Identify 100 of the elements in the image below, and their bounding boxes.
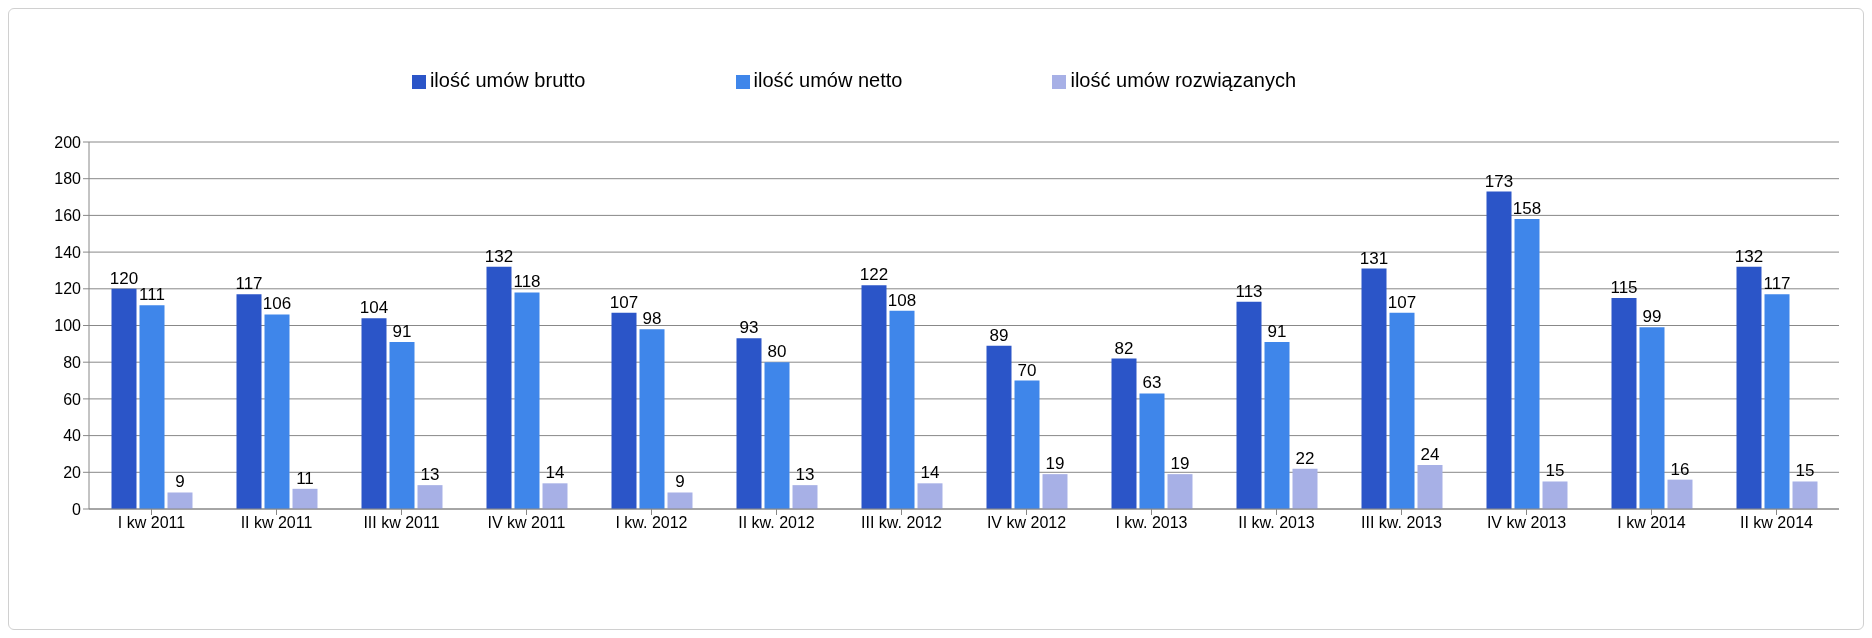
bar bbox=[1014, 380, 1040, 509]
data-label: 63 bbox=[1142, 373, 1162, 393]
x-tick-label: II kw. 2013 bbox=[1238, 514, 1315, 532]
y-tick-label: 140 bbox=[54, 243, 82, 261]
data-label: 131 bbox=[1359, 248, 1389, 268]
bar bbox=[1736, 266, 1762, 509]
bar bbox=[292, 488, 318, 509]
bar bbox=[111, 288, 137, 509]
data-label: 113 bbox=[1235, 281, 1263, 301]
bar bbox=[236, 294, 262, 509]
y-tick-label: 60 bbox=[63, 390, 82, 408]
data-label: 24 bbox=[1420, 444, 1440, 464]
bar bbox=[1667, 479, 1693, 509]
data-label: 22 bbox=[1295, 448, 1315, 468]
y-tick-label: 80 bbox=[63, 353, 82, 371]
data-label: 132 bbox=[1734, 246, 1764, 266]
bar bbox=[889, 310, 915, 509]
data-label: 106 bbox=[262, 294, 292, 314]
bar bbox=[264, 314, 290, 509]
x-tick-label: III kw. 2013 bbox=[1361, 514, 1443, 532]
data-label: 122 bbox=[859, 265, 889, 285]
bar bbox=[1639, 327, 1665, 509]
data-label: 108 bbox=[887, 290, 917, 310]
x-tick-label: I kw 2014 bbox=[1617, 514, 1686, 532]
data-label: 14 bbox=[920, 463, 940, 483]
data-label: 16 bbox=[1670, 459, 1690, 479]
data-label: 173 bbox=[1484, 171, 1514, 191]
data-label: 19 bbox=[1170, 454, 1190, 474]
bar bbox=[861, 285, 887, 509]
data-label: 115 bbox=[1610, 277, 1638, 297]
data-label: 80 bbox=[767, 342, 787, 362]
bar bbox=[1542, 481, 1568, 509]
x-tick-label: I kw 2011 bbox=[117, 514, 186, 532]
legend-label: ilość umów rozwiązanych bbox=[1070, 69, 1297, 91]
x-tick-label: III kw. 2012 bbox=[861, 514, 943, 532]
bar bbox=[792, 485, 818, 509]
bar bbox=[1361, 268, 1387, 509]
bar bbox=[417, 485, 443, 509]
data-label: 111 bbox=[139, 285, 165, 305]
y-tick-label: 120 bbox=[54, 280, 82, 298]
x-tick-label: I kw. 2012 bbox=[615, 514, 688, 532]
y-tick-label: 200 bbox=[54, 133, 82, 151]
bar bbox=[542, 483, 568, 509]
x-tick-label: I kw. 2013 bbox=[1115, 514, 1188, 532]
bar bbox=[667, 492, 693, 509]
x-tick-label: IV kw 2012 bbox=[986, 514, 1067, 532]
data-label: 107 bbox=[1387, 292, 1417, 312]
legend-label: ilość umów netto bbox=[753, 69, 903, 91]
bar bbox=[639, 329, 665, 509]
x-tick-label: II kw. 2012 bbox=[738, 514, 815, 532]
data-label: 82 bbox=[1114, 338, 1134, 358]
data-label: 9 bbox=[175, 472, 185, 492]
bar bbox=[611, 312, 637, 509]
bar bbox=[1042, 474, 1068, 509]
bar bbox=[1236, 301, 1262, 509]
data-label: 118 bbox=[513, 272, 541, 292]
bar bbox=[1292, 468, 1318, 509]
x-tick-label: III kw 2011 bbox=[363, 514, 440, 532]
data-label: 89 bbox=[989, 325, 1009, 345]
data-label: 117 bbox=[1763, 274, 1791, 294]
bar bbox=[361, 318, 387, 509]
bar bbox=[486, 266, 512, 509]
bar bbox=[139, 305, 165, 509]
bar bbox=[1139, 393, 1165, 509]
bar bbox=[764, 362, 790, 509]
data-label: 15 bbox=[1545, 461, 1565, 481]
data-label: 117 bbox=[235, 274, 263, 294]
bar bbox=[986, 345, 1012, 509]
data-label: 70 bbox=[1017, 360, 1037, 380]
y-tick-label: 160 bbox=[54, 207, 82, 225]
bar bbox=[917, 483, 943, 509]
y-tick-label: 100 bbox=[54, 317, 82, 335]
bar bbox=[389, 342, 415, 509]
x-tick-label: IV kw 2011 bbox=[487, 514, 566, 532]
data-label: 13 bbox=[795, 465, 815, 485]
data-label: 91 bbox=[392, 322, 412, 342]
bar bbox=[736, 338, 762, 509]
bar bbox=[1514, 219, 1540, 509]
bar bbox=[1792, 481, 1818, 509]
bar bbox=[1264, 342, 1290, 509]
data-label: 107 bbox=[609, 292, 639, 312]
bar bbox=[1764, 294, 1790, 509]
y-tick-label: 180 bbox=[54, 170, 82, 188]
legend-label: ilość umów brutto bbox=[429, 69, 586, 91]
data-label: 158 bbox=[1512, 199, 1542, 219]
data-label: 13 bbox=[420, 465, 440, 485]
data-label: 19 bbox=[1045, 454, 1065, 474]
data-label: 14 bbox=[545, 463, 565, 483]
bar bbox=[1389, 312, 1415, 509]
data-label: 120 bbox=[109, 268, 139, 288]
bar bbox=[514, 292, 540, 509]
y-tick-label: 0 bbox=[72, 500, 82, 518]
x-tick-label: II kw 2014 bbox=[1740, 514, 1814, 532]
data-label: 9 bbox=[675, 472, 685, 492]
data-label: 93 bbox=[739, 318, 759, 338]
bar bbox=[1486, 191, 1512, 509]
bar bbox=[1417, 464, 1443, 509]
data-label: 91 bbox=[1267, 322, 1287, 342]
x-tick-label: IV kw 2013 bbox=[1486, 514, 1567, 532]
data-label: 132 bbox=[484, 246, 514, 266]
